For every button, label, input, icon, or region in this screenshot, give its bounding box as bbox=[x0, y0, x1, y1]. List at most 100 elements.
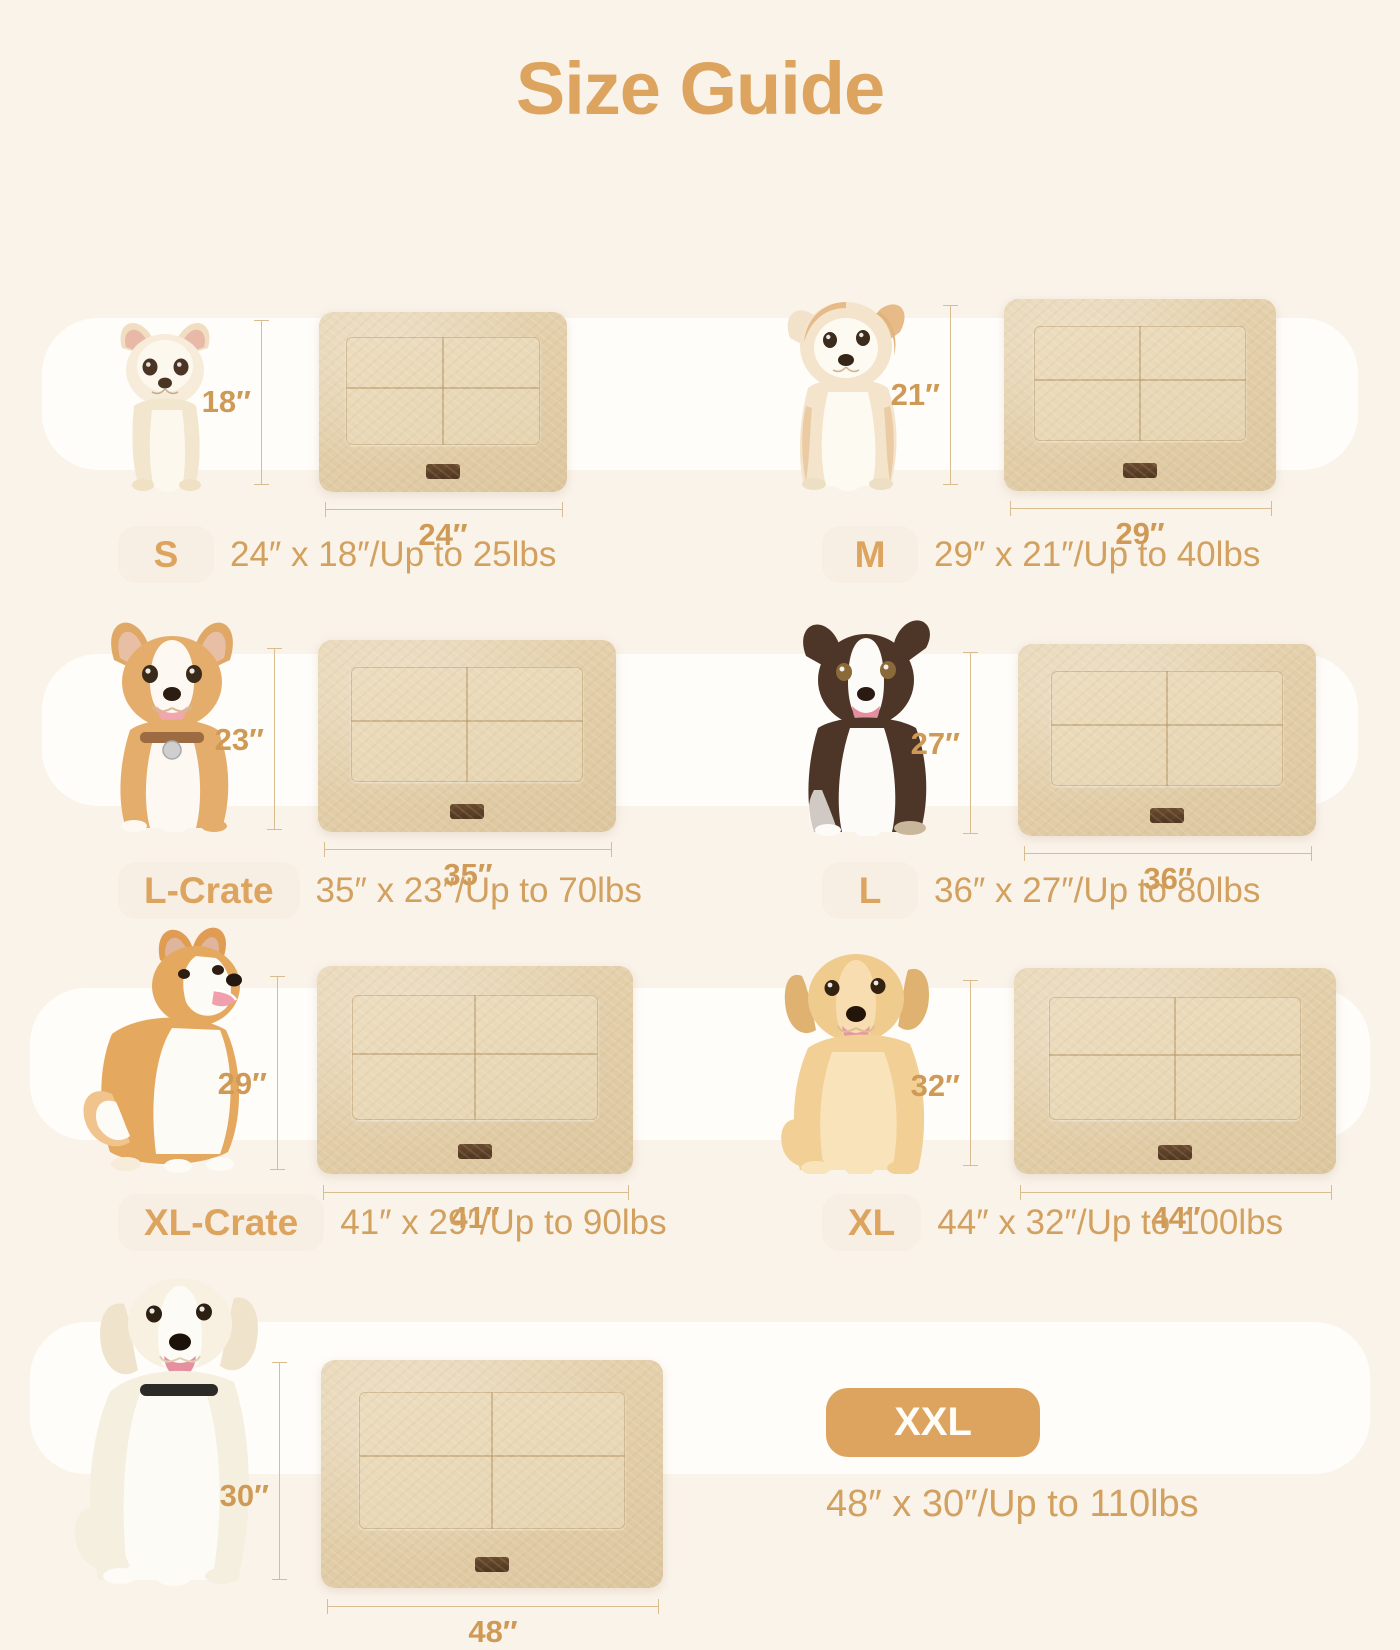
dim-height-label-l: 27″ bbox=[910, 726, 960, 761]
mat-seam-vertical bbox=[1139, 325, 1141, 442]
dim-height-line-l bbox=[963, 652, 978, 834]
size-spec-m: 29″ x 21″/Up to 40lbs bbox=[934, 534, 1261, 574]
dim-height-line-xl bbox=[963, 980, 978, 1166]
mat-seam-horizontal bbox=[350, 719, 584, 722]
size-entry-l-crate: 23″ 35″ bbox=[84, 604, 616, 892]
mat-seam-horizontal bbox=[1049, 1053, 1301, 1056]
dog-photo-golden-retriever bbox=[760, 926, 960, 1174]
pet-mat-xl bbox=[1014, 968, 1336, 1174]
dim-height-label-m: 21″ bbox=[890, 377, 940, 412]
mat-seam-vertical bbox=[442, 337, 444, 446]
dim-width-label-s: 24″ bbox=[418, 517, 468, 552]
dim-width-label-m: 29″ bbox=[1115, 516, 1165, 551]
size-badge-l-crate[interactable]: L-Crate bbox=[118, 862, 300, 920]
pet-mat-l-crate bbox=[318, 640, 616, 832]
dim-width-label-l-crate: 35″ bbox=[443, 857, 493, 892]
mat-inset-panel bbox=[358, 1391, 626, 1529]
mat-brand-tag bbox=[426, 464, 460, 480]
dog-photo-border-collie bbox=[778, 604, 956, 836]
pet-mat-s bbox=[319, 312, 567, 492]
dog-photo-fluffy-puppy bbox=[768, 276, 928, 491]
mat-seam-vertical bbox=[1166, 670, 1168, 787]
size-legend-l-crate: L-Crate 35″ x 23″/Up to 70lbs bbox=[118, 862, 642, 920]
size-badge-m[interactable]: M bbox=[822, 526, 918, 584]
mat-seam-horizontal bbox=[351, 1052, 599, 1055]
dim-height-line-xl-crate bbox=[270, 976, 285, 1170]
mat-inset-panel bbox=[1033, 325, 1247, 442]
mat-brand-tag bbox=[1150, 807, 1184, 823]
mat-inset-panel bbox=[350, 666, 584, 783]
size-legend-l: L 36″ x 27″/Up to 80lbs bbox=[822, 862, 1261, 920]
size-entry-xxl: 30″ 48″ bbox=[62, 1266, 663, 1649]
size-badge-s[interactable]: S bbox=[118, 526, 214, 584]
dim-width-label-xl: 44″ bbox=[1151, 1200, 1201, 1235]
size-spec-s: 24″ x 18″/Up to 25lbs bbox=[230, 534, 557, 574]
dim-width-label-xl-crate: 41″ bbox=[450, 1200, 500, 1235]
dim-height-line-l-crate bbox=[267, 648, 282, 830]
mat-inset-panel bbox=[1049, 996, 1301, 1121]
mat-figure-l-crate: 23″ 35″ bbox=[215, 640, 616, 892]
mat-seam-vertical bbox=[1174, 996, 1176, 1121]
mat-brand-tag bbox=[1123, 462, 1157, 478]
dog-photo-chihuahua bbox=[90, 314, 245, 492]
mat-seam-horizontal bbox=[346, 386, 540, 389]
mat-figure-l: 27″ 36″ bbox=[911, 644, 1316, 896]
dim-height-label-xxl: 30″ bbox=[219, 1478, 269, 1513]
dim-width-line-xl bbox=[1020, 1185, 1332, 1200]
dog-photo-shiba-inu bbox=[68, 916, 273, 1174]
dim-height-line-m bbox=[943, 305, 958, 485]
pet-mat-xxl bbox=[321, 1360, 663, 1588]
mat-figure-xxl: 30″ 48″ bbox=[220, 1316, 663, 1649]
dim-height-label-xl-crate: 29″ bbox=[217, 1066, 267, 1101]
dim-height-label-xl: 32″ bbox=[910, 1068, 960, 1103]
mat-figure-xl-crate: 29″ 41″ bbox=[218, 966, 633, 1235]
mat-seam-vertical bbox=[491, 1391, 493, 1529]
mat-brand-tag bbox=[450, 803, 484, 819]
size-spec-xl-crate: 41″ x 29″/Up to 90lbs bbox=[340, 1202, 667, 1242]
dim-width-line-xl-crate bbox=[323, 1185, 629, 1200]
dim-height-label-s: 18″ bbox=[201, 384, 251, 419]
size-spec-l-crate: 35″ x 23″/Up to 70lbs bbox=[315, 870, 642, 910]
size-legend-xxl: XXL 48″ x 30″/Up to 110lbs bbox=[826, 1388, 1199, 1526]
size-badge-l[interactable]: L bbox=[822, 862, 918, 920]
size-legend-xl: XL 44″ x 32″/Up to 100lbs bbox=[822, 1194, 1284, 1252]
pet-mat-l bbox=[1018, 644, 1316, 836]
size-entry-l: 27″ 36″ bbox=[778, 604, 1316, 896]
dim-width-line-xxl bbox=[327, 1599, 659, 1614]
mat-seam-vertical bbox=[466, 666, 468, 783]
page-title: Size Guide bbox=[515, 47, 885, 130]
size-badge-xl[interactable]: XL bbox=[822, 1194, 922, 1252]
size-badge-xxl[interactable]: XXL bbox=[826, 1388, 1040, 1457]
dog-photo-corgi bbox=[84, 604, 264, 832]
mat-seam-horizontal bbox=[1033, 378, 1247, 381]
mat-figure-xl: 32″ 44″ bbox=[911, 968, 1336, 1235]
pet-mat-m bbox=[1004, 299, 1276, 491]
dim-width-line-l bbox=[1024, 846, 1312, 861]
size-entry-s: 18″ 24″ bbox=[90, 312, 567, 552]
size-badge-xl-crate[interactable]: XL-Crate bbox=[118, 1194, 325, 1252]
dim-height-label-l-crate: 23″ bbox=[214, 722, 264, 757]
dim-height-line-s bbox=[254, 320, 269, 485]
size-spec-xxl: 48″ x 30″/Up to 110lbs bbox=[826, 1482, 1199, 1525]
pet-mat-xl-crate bbox=[317, 966, 633, 1174]
size-legend-s: S 24″ x 18″/Up to 25lbs bbox=[118, 526, 557, 584]
mat-inset-panel bbox=[1050, 670, 1284, 787]
mat-figure-m: 21″ 29″ bbox=[891, 299, 1276, 551]
mat-inset-panel bbox=[351, 995, 599, 1120]
mat-seam-vertical bbox=[474, 995, 476, 1120]
dog-photo-cream-golden-retriever bbox=[62, 1266, 277, 1588]
size-entry-m: 21″ 29″ bbox=[768, 276, 1276, 551]
mat-seam-horizontal bbox=[358, 1454, 626, 1457]
size-entry-xl-crate: 29″ 41″ bbox=[68, 916, 633, 1235]
size-entry-xl: 32″ 44″ bbox=[760, 926, 1336, 1235]
size-legend-m: M 29″ x 21″/Up to 40lbs bbox=[822, 526, 1261, 584]
dim-width-line-m bbox=[1010, 501, 1272, 516]
dim-height-line-xxl bbox=[272, 1362, 287, 1580]
mat-inset-panel bbox=[346, 337, 540, 446]
dim-width-line-s bbox=[325, 502, 563, 517]
size-legend-xl-crate: XL-Crate 41″ x 29″/Up to 90lbs bbox=[118, 1194, 667, 1252]
mat-seam-horizontal bbox=[1050, 723, 1284, 726]
dim-width-label-xxl: 48″ bbox=[468, 1614, 518, 1649]
size-spec-l: 36″ x 27″/Up to 80lbs bbox=[934, 870, 1261, 910]
size-spec-xl: 44″ x 32″/Up to 100lbs bbox=[937, 1202, 1284, 1242]
